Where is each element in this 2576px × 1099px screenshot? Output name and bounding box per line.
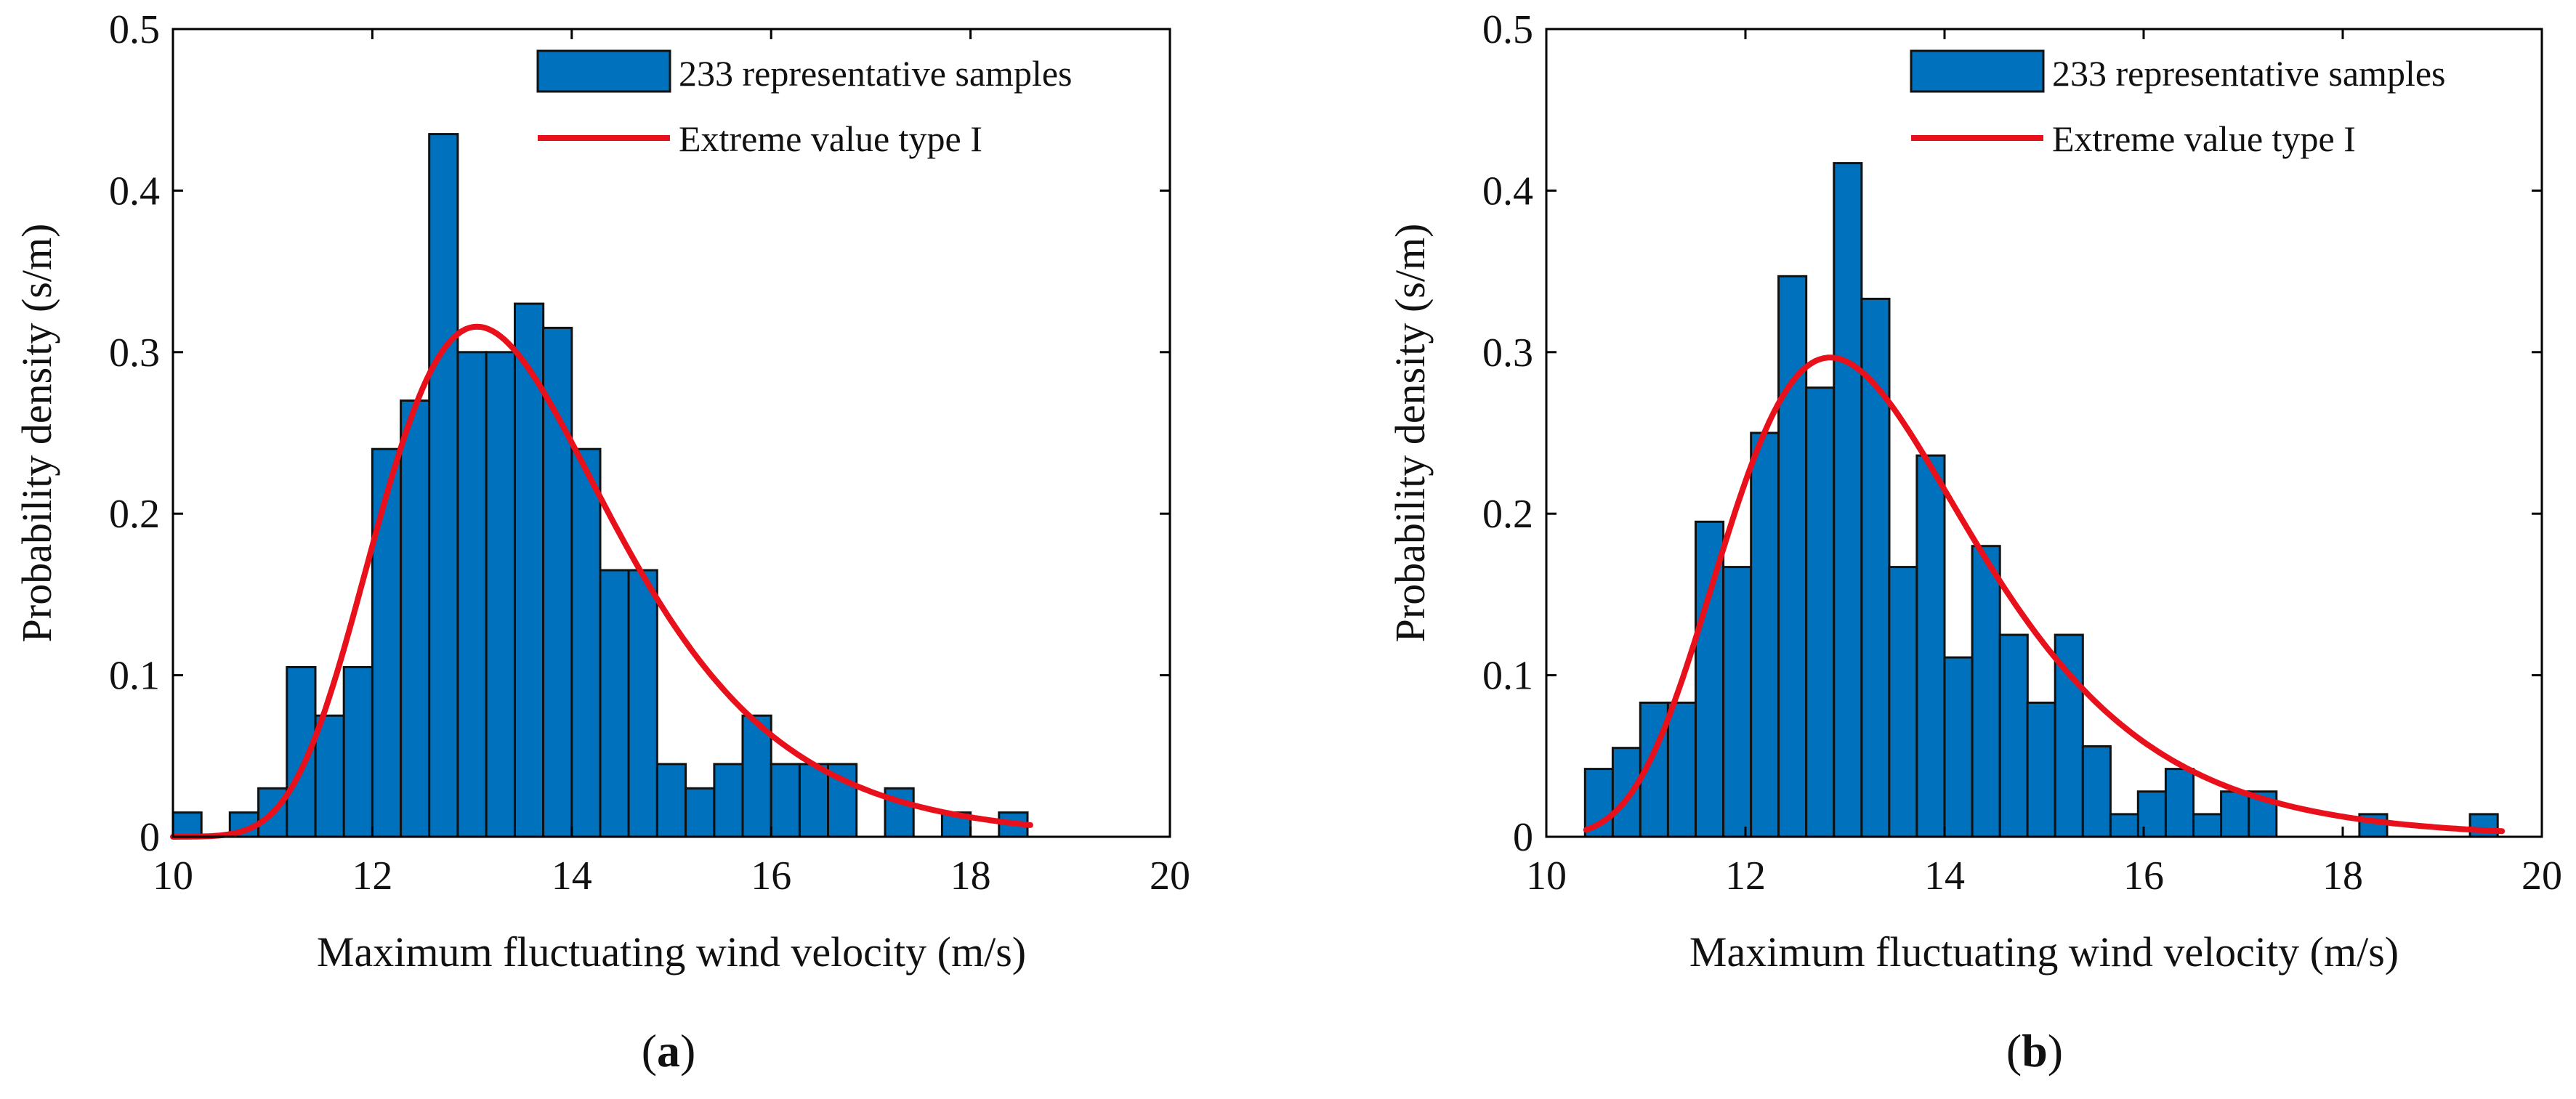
- histogram-bar: [599, 569, 630, 838]
- histogram-bar: [2136, 790, 2167, 838]
- histogram-bars: [1583, 162, 2499, 838]
- histogram-bar: [2109, 813, 2139, 838]
- histogram-bar: [685, 787, 716, 838]
- histogram-bar: [655, 763, 687, 838]
- x-axis-label: Maximum fluctuating wind velocity (m/s): [1689, 928, 2399, 976]
- histogram-bar: [570, 447, 602, 838]
- histogram-bar: [2054, 633, 2084, 838]
- y-tick-label: 0.2: [1482, 492, 1533, 537]
- histogram-bar: [2026, 701, 2056, 838]
- histogram-bar: [1722, 566, 1753, 838]
- histogram-bar: [770, 763, 801, 838]
- histogram-bars: [171, 133, 1029, 838]
- axes-box: [1545, 28, 2543, 838]
- x-tick-label: 12: [1725, 853, 1766, 899]
- histogram-bar: [1943, 656, 1974, 838]
- histogram-bar: [2192, 813, 2223, 838]
- histogram-bar: [713, 763, 744, 838]
- legend-label-histogram: 233 representative samples: [679, 53, 1072, 94]
- x-tick-label: 20: [1150, 853, 1190, 899]
- histogram-bar: [1666, 701, 1697, 838]
- y-tick-label: 0.2: [109, 492, 160, 537]
- x-tick-label: 20: [2522, 853, 2562, 899]
- histogram-bar: [1860, 297, 1891, 838]
- x-tick-label: 16: [751, 853, 791, 899]
- x-tick-label: 14: [552, 853, 592, 899]
- histogram-bar: [342, 666, 374, 838]
- panel-label-letter: b: [2022, 1025, 2048, 1076]
- histogram-bar: [400, 400, 431, 838]
- histogram-bar: [627, 569, 658, 838]
- y-tick-label: 0: [1513, 815, 1533, 860]
- histogram-bar: [1833, 162, 1863, 838]
- histogram-bar: [456, 351, 488, 838]
- histogram-bar: [1777, 275, 1808, 838]
- panel-label-open: (: [2006, 1025, 2022, 1076]
- y-tick-label: 0.4: [109, 169, 160, 214]
- fit-curve: [170, 323, 1033, 840]
- panel-label-letter: a: [657, 1025, 680, 1076]
- histogram-bar: [1888, 566, 1918, 838]
- x-tick-label: 18: [950, 853, 991, 899]
- y-axis-label: Probability density (s/m): [13, 224, 60, 643]
- axes-box: [171, 28, 1171, 838]
- x-axis-label: Maximum fluctuating wind velocity (m/s): [317, 928, 1026, 976]
- panel-label: (a): [642, 1025, 696, 1076]
- histogram-bar: [2220, 790, 2250, 838]
- legend: 233 representative samples Extreme value …: [1910, 49, 2445, 159]
- panel-label-close: ): [680, 1025, 695, 1076]
- legend: 233 representative samples Extreme value …: [536, 49, 1072, 159]
- histogram-bar: [171, 811, 203, 838]
- legend-swatch-histogram: [1910, 49, 2045, 93]
- x-tick-label: 10: [153, 853, 193, 899]
- x-tick-label: 14: [1924, 853, 1965, 899]
- y-tick-label: 0.1: [109, 654, 160, 699]
- chart-panel-b: 10 12 14 16 18 20 0 0.1 0.2 0.3 0.4 0.5 Maximum fluc…: [1386, 7, 2562, 1076]
- histogram-bar: [1915, 454, 1946, 838]
- panel-label-close: ): [2048, 1025, 2063, 1076]
- legend-label-fit: Extreme value type I: [2052, 118, 2356, 159]
- fit-curve: [1583, 354, 2506, 835]
- histogram-bar: [1998, 633, 2029, 838]
- y-tick-label: 0.3: [109, 330, 160, 376]
- histogram-bar: [1971, 545, 2001, 838]
- y-tick-label: 0.4: [1482, 169, 1533, 214]
- histogram-bar: [2358, 813, 2389, 838]
- y-tick-label: 0.5: [1482, 7, 1533, 52]
- histogram-bar: [2081, 745, 2112, 838]
- x-tick-label: 16: [2123, 853, 2164, 899]
- y-tick-label: 0: [140, 815, 160, 860]
- histogram-bar: [798, 763, 830, 838]
- y-tick-label: 0.1: [1482, 654, 1533, 699]
- panel-label: (b): [2006, 1025, 2063, 1076]
- y-tick-label: 0.3: [1482, 330, 1533, 376]
- y-axis-label: Probability density (s/m): [1386, 224, 1434, 643]
- legend-swatch-histogram: [536, 49, 671, 93]
- x-tick-label: 10: [1526, 853, 1567, 899]
- x-tick-label: 12: [352, 853, 392, 899]
- histogram-bar: [371, 447, 403, 838]
- histogram-bar: [428, 133, 459, 838]
- x-tick-label: 18: [2322, 853, 2363, 899]
- histogram-bar: [1805, 386, 1836, 838]
- histogram-bar: [1750, 431, 1780, 838]
- y-tick-label: 0.5: [109, 7, 160, 52]
- legend-label-fit: Extreme value type I: [679, 118, 982, 159]
- chart-panel-a: 10 12 14 16 18 20 0 0.1 0.2 0.3 0.4 0.5 Maximum fluc…: [13, 7, 1190, 1076]
- panel-label-open: (: [642, 1025, 657, 1076]
- histogram-bar: [2164, 768, 2195, 838]
- histogram-bar: [1611, 747, 1642, 838]
- histogram-bar: [314, 714, 345, 838]
- legend-label-histogram: 233 representative samples: [2052, 53, 2445, 94]
- histogram-bar: [485, 351, 516, 838]
